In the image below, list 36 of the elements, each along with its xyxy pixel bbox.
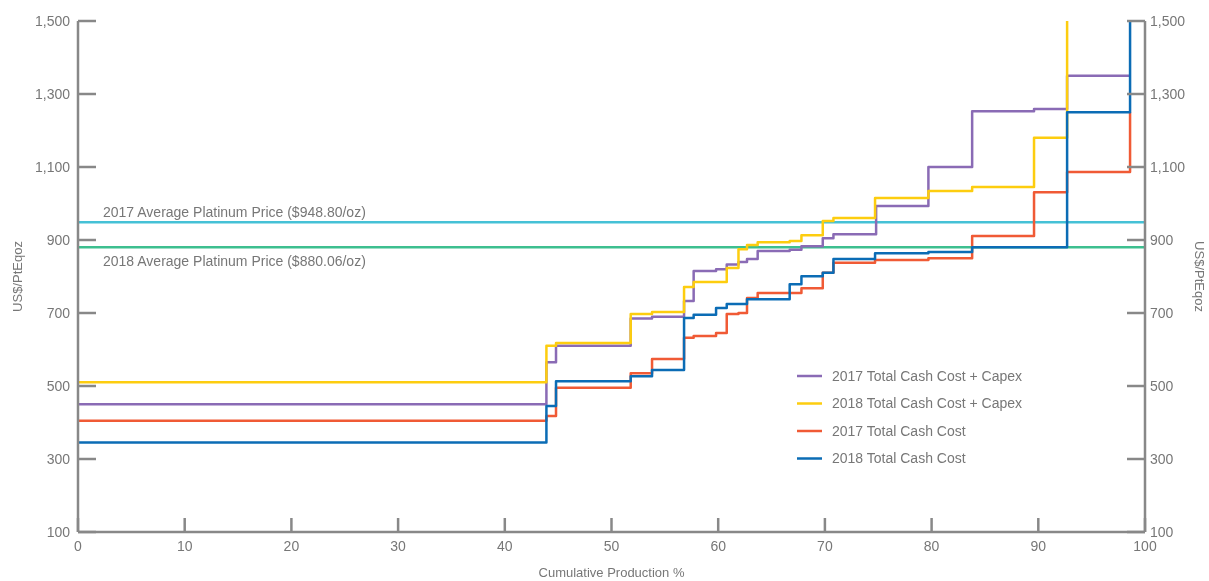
- y-tick-label: 700: [46, 304, 71, 321]
- x-tick-label: 10: [176, 538, 193, 554]
- y2-tick-label: 300: [1150, 450, 1174, 467]
- legend-label: 2018 Total Cash Cost: [832, 450, 966, 467]
- y-axis-title: US$/PtEqoz: [10, 241, 25, 312]
- y-tick-label: 100: [46, 523, 71, 540]
- x-axis-title: Cumulative Production %: [538, 565, 685, 580]
- y2-tick-label: 100: [1150, 523, 1174, 540]
- ref-line-label: 2017 Average Platinum Price ($948.80/oz): [103, 204, 366, 221]
- x-tick-label: 60: [710, 538, 727, 554]
- y2-tick-label: 700: [1150, 304, 1174, 321]
- y2-tick-label: 1,500: [1150, 12, 1186, 29]
- y2-axis-title: US$/PtEqoz: [1192, 241, 1207, 312]
- x-tick-label: 30: [390, 538, 407, 554]
- legend-label: 2017 Total Cash Cost + Capex: [832, 367, 1023, 384]
- x-tick-label: 100: [1133, 538, 1157, 554]
- x-tick-label: 40: [497, 538, 513, 554]
- ref-line-label: 2018 Average Platinum Price ($880.06/oz): [103, 253, 366, 270]
- y-tick-label: 1,500: [34, 12, 71, 29]
- y-tick-label: 1,100: [34, 158, 71, 175]
- y2-tick-label: 1,100: [1150, 158, 1186, 175]
- legend-label: 2018 Total Cash Cost + Capex: [832, 395, 1023, 412]
- y2-tick-label: 1,300: [1150, 85, 1186, 102]
- x-tick-label: 80: [923, 538, 940, 554]
- x-tick-label: 90: [1030, 538, 1047, 554]
- y-tick-label: 500: [46, 377, 71, 394]
- y2-tick-label: 900: [1150, 231, 1174, 248]
- y-tick-label: 1,300: [34, 85, 71, 102]
- y-tick-label: 900: [46, 231, 71, 248]
- x-tick-label: 0: [74, 538, 83, 554]
- x-tick-label: 50: [603, 538, 620, 554]
- x-tick-label: 20: [283, 538, 300, 554]
- x-tick-label: 70: [817, 538, 833, 554]
- y2-tick-label: 500: [1150, 377, 1174, 394]
- y-tick-label: 300: [46, 450, 71, 467]
- legend-label: 2017 Total Cash Cost: [832, 422, 966, 439]
